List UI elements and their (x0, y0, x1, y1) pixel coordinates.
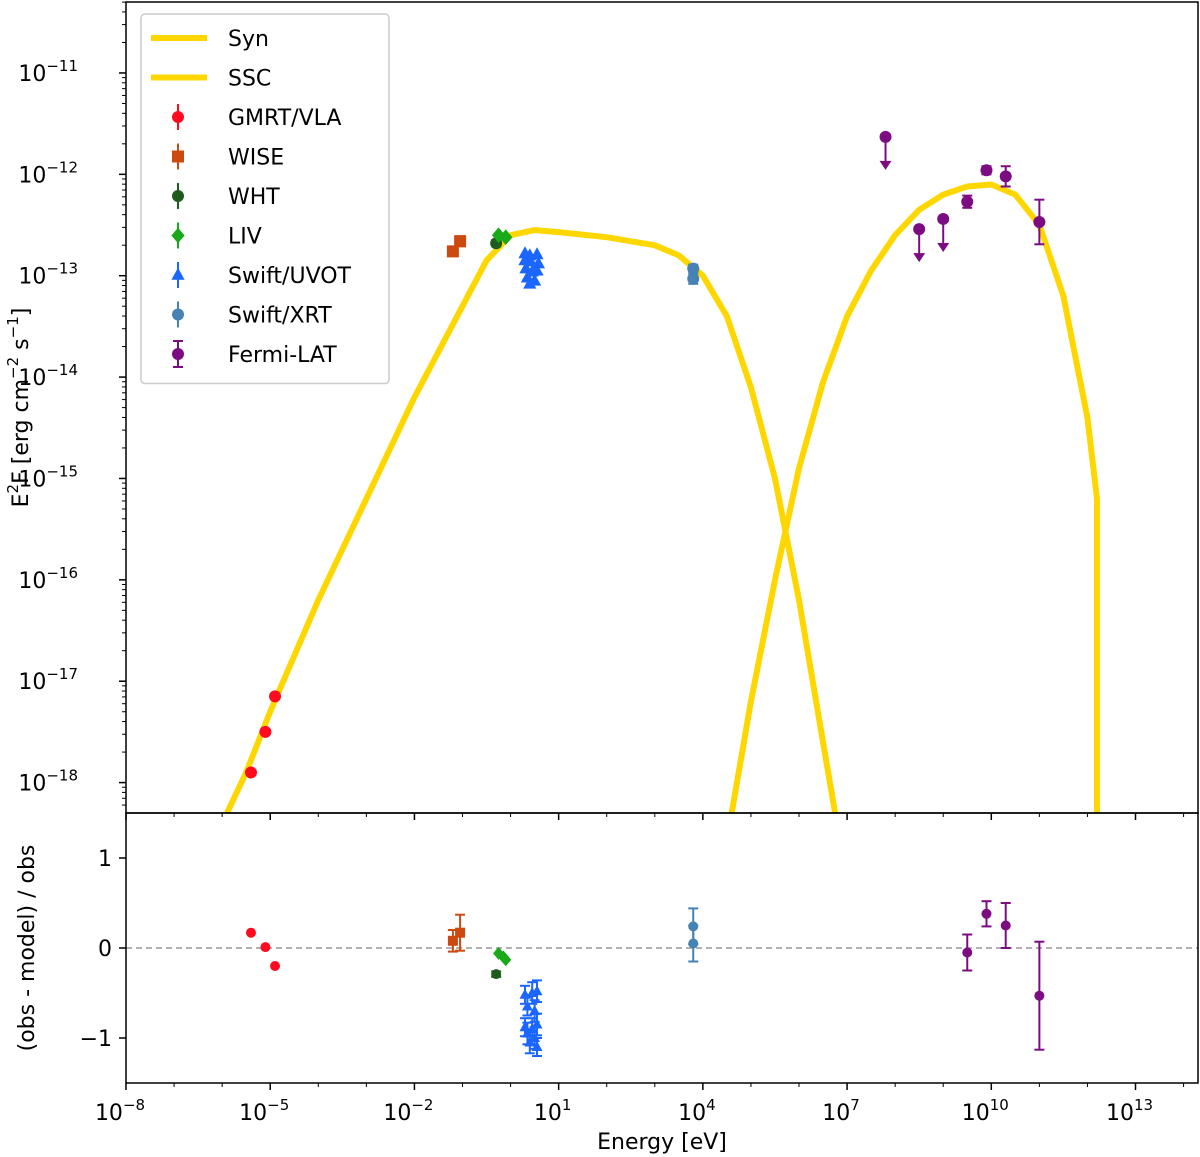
point-swift-uvot (530, 263, 544, 276)
y-axis-label-sed: E2F [erg cm−2 s−1] (4, 308, 34, 508)
residual-point-wise (455, 927, 466, 938)
x-tick-label: 10−2 (383, 1096, 433, 1126)
y-tick-label: 10−16 (18, 564, 78, 594)
residual-point-swift-uvot (531, 1018, 543, 1029)
residual-point-fermi-lat (1000, 920, 1011, 931)
legend-marker-swift-xrt (172, 308, 184, 321)
x-tick-label: 10−8 (95, 1096, 145, 1126)
x-axis-label: Energy [eV] (597, 1130, 727, 1155)
y-tick-label: 10−18 (18, 767, 78, 797)
residual-point-swift-uvot (521, 1000, 533, 1011)
point-swift-uvot (524, 254, 538, 267)
y-tick-label: 10−14 (18, 361, 78, 391)
point-fermi-lat (913, 223, 926, 236)
residual-point-liv (500, 953, 512, 967)
point-liv (499, 229, 513, 245)
y-tick-label: 10−12 (18, 158, 78, 188)
residual-y-tick-label: −1 (80, 1027, 112, 1052)
legend-label-swift-uvot: Swift/UVOT (228, 264, 352, 289)
residual-y-tick-label: 1 (98, 847, 112, 872)
residual-point-swift-uvot (524, 1036, 536, 1047)
y-tick-label: 10−15 (18, 462, 78, 492)
residual-point-gmrt-vla (260, 942, 271, 953)
point-fermi-lat (961, 195, 974, 208)
point-gmrt-vla (269, 690, 282, 703)
legend: Syn SSC GMRT/VLA WISE WHT LIV Swift/UVOT Swift/… (140, 13, 390, 385)
legend-marker-fermi-lat (172, 348, 184, 360)
legend-label-gmrt-vla: GMRT/VLA (228, 106, 341, 131)
residual-point-fermi-lat (962, 947, 973, 958)
point-fermi-lat (879, 130, 892, 143)
legend-marker-swift-uvot (171, 267, 185, 280)
axes: 10−8 10−5 10−2 101 104 107 1010 1013 10−18 10−17 1… (4, 1, 1199, 1155)
upper-limit-arrow-fermi-lat (937, 242, 950, 252)
legend-label-ssc: SSC (228, 67, 271, 92)
residual-point-gmrt-vla (245, 927, 256, 938)
upper-limit-arrow-fermi-lat (879, 160, 892, 170)
x-tick-label: 107 (822, 1096, 860, 1126)
model-curve-syn (224, 227, 839, 813)
y-tick-label: 10−17 (18, 665, 78, 695)
residual-point-swift-xrt (688, 938, 699, 949)
legend-label-liv: LIV (228, 225, 262, 250)
residual-point-swift-uvot (531, 1041, 543, 1051)
point-wise (446, 245, 459, 258)
residual-point-fermi-lat (1034, 990, 1045, 1001)
legend-label-wise: WISE (228, 146, 284, 171)
point-fermi-lat (999, 170, 1012, 183)
legend-label-fermi-lat: Fermi-LAT (228, 343, 337, 368)
legend-marker-wht (172, 190, 184, 202)
x-tick-label: 1010 (962, 1096, 1009, 1126)
x-tick-label: 1013 (1106, 1096, 1153, 1126)
point-gmrt-vla (244, 766, 257, 779)
legend-marker-liv (171, 227, 185, 244)
point-swift-uvot (530, 247, 544, 260)
y-tick-label: 10−11 (18, 57, 78, 87)
residual-point-swift-uvot (529, 1005, 541, 1015)
residual-point-fermi-lat (981, 908, 992, 919)
point-fermi-lat (937, 212, 950, 225)
x-tick-label: 10−5 (239, 1096, 289, 1126)
point-swift-xrt (687, 272, 700, 285)
x-tick-label: 104 (678, 1096, 716, 1126)
residual-point-wise (447, 935, 458, 946)
legend-label-wht: WHT (228, 185, 280, 210)
point-swift-xrt (687, 262, 700, 275)
x-tick-label: 101 (534, 1096, 572, 1126)
residual-point-gmrt-vla (270, 961, 281, 971)
point-liv (491, 227, 506, 243)
upper-limit-arrow-fermi-lat (913, 253, 926, 263)
residual-point-swift-uvot (531, 985, 543, 996)
point-wise (454, 235, 467, 248)
residual-point-wht (491, 969, 502, 980)
point-swift-uvot (531, 256, 546, 269)
legend-label-swift-xrt: Swift/XRT (228, 304, 332, 329)
sed-plot-area (224, 130, 1100, 813)
y-tick-label: 10−13 (18, 260, 78, 290)
residual-y-tick-label: 0 (98, 937, 112, 962)
legend-marker-gmrt-vla (172, 111, 184, 123)
legend-marker-wise (172, 150, 184, 163)
model-curve-ssc (728, 181, 1100, 813)
point-fermi-lat (1033, 215, 1046, 228)
point-gmrt-vla (259, 725, 272, 738)
point-swift-uvot (523, 276, 537, 289)
residual-plot-area (126, 900, 1198, 1057)
legend-box (140, 13, 390, 385)
legend-label-syn: Syn (228, 27, 269, 52)
y-axis-label-residuals: (obs - model) / obs (15, 845, 40, 1052)
point-fermi-lat (980, 164, 993, 177)
